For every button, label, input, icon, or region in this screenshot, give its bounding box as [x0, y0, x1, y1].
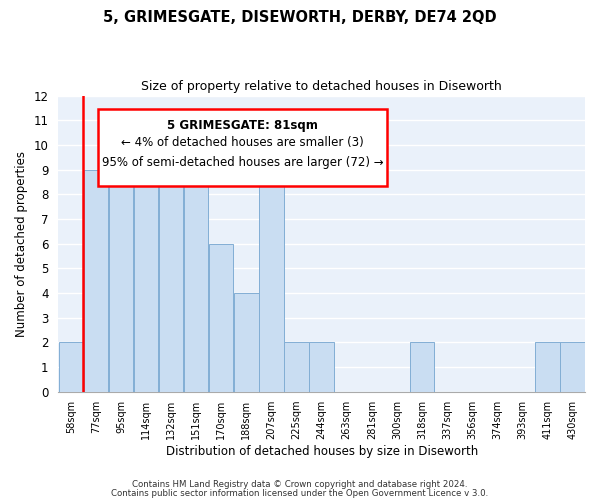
- Bar: [84, 170, 108, 392]
- Bar: [310, 342, 334, 392]
- Bar: [159, 170, 184, 392]
- FancyBboxPatch shape: [98, 109, 388, 186]
- Bar: [134, 145, 158, 392]
- X-axis label: Distribution of detached houses by size in Diseworth: Distribution of detached houses by size …: [166, 444, 478, 458]
- Bar: [259, 170, 284, 392]
- Text: 5 GRIMESGATE: 81sqm: 5 GRIMESGATE: 81sqm: [167, 120, 318, 132]
- Text: Contains public sector information licensed under the Open Government Licence v : Contains public sector information licen…: [112, 489, 488, 498]
- Text: ← 4% of detached houses are smaller (3): ← 4% of detached houses are smaller (3): [121, 136, 364, 148]
- Bar: [560, 342, 584, 392]
- Bar: [209, 244, 233, 392]
- Bar: [184, 145, 208, 392]
- Text: 5, GRIMESGATE, DISEWORTH, DERBY, DE74 2QD: 5, GRIMESGATE, DISEWORTH, DERBY, DE74 2Q…: [103, 10, 497, 25]
- Bar: [284, 342, 309, 392]
- Bar: [234, 293, 259, 392]
- Bar: [109, 145, 133, 392]
- Y-axis label: Number of detached properties: Number of detached properties: [15, 150, 28, 336]
- Bar: [535, 342, 560, 392]
- Title: Size of property relative to detached houses in Diseworth: Size of property relative to detached ho…: [141, 80, 502, 93]
- Text: Contains HM Land Registry data © Crown copyright and database right 2024.: Contains HM Land Registry data © Crown c…: [132, 480, 468, 489]
- Text: 95% of semi-detached houses are larger (72) →: 95% of semi-detached houses are larger (…: [102, 156, 383, 170]
- Bar: [410, 342, 434, 392]
- Bar: [59, 342, 83, 392]
